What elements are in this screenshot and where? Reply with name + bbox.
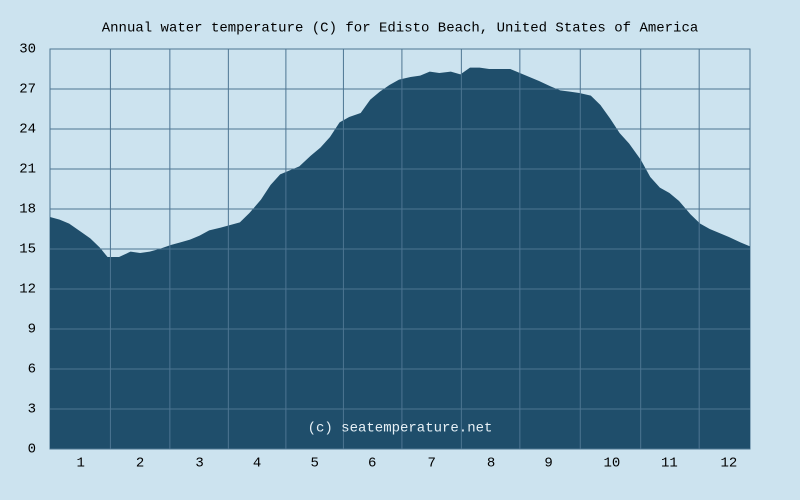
y-tick-label: 18: [19, 202, 36, 218]
x-tick-label: 2: [136, 456, 144, 472]
y-tick-label: 0: [28, 442, 36, 458]
y-tick-label: 15: [19, 242, 36, 258]
y-tick-label: 12: [19, 282, 36, 298]
x-tick-label: 7: [427, 456, 435, 472]
x-tick-label: 12: [720, 456, 737, 472]
y-tick-label: 21: [19, 162, 36, 178]
watermark: (c) seatemperature.net: [308, 421, 493, 437]
area: [50, 67, 750, 450]
y-tick-label: 24: [19, 122, 36, 138]
y-tick-label: 27: [19, 82, 36, 98]
chart-title: Annual water temperature (C) for Edisto …: [102, 21, 699, 37]
x-tick-label: 3: [195, 456, 203, 472]
x-tick-label: 11: [661, 456, 678, 472]
x-tick-label: 4: [253, 456, 261, 472]
x-tick-label: 6: [368, 456, 376, 472]
x-tick-label: 9: [544, 456, 552, 472]
y-tick-label: 3: [28, 402, 36, 418]
x-tick-label: 10: [604, 456, 621, 472]
x-tick-label: 5: [310, 456, 318, 472]
y-tick-label: 9: [28, 322, 36, 338]
y-tick-label: 6: [28, 362, 36, 378]
y-tick-label: 30: [19, 42, 36, 58]
x-tick-label: 8: [487, 456, 495, 472]
x-tick-label: 1: [76, 456, 84, 472]
